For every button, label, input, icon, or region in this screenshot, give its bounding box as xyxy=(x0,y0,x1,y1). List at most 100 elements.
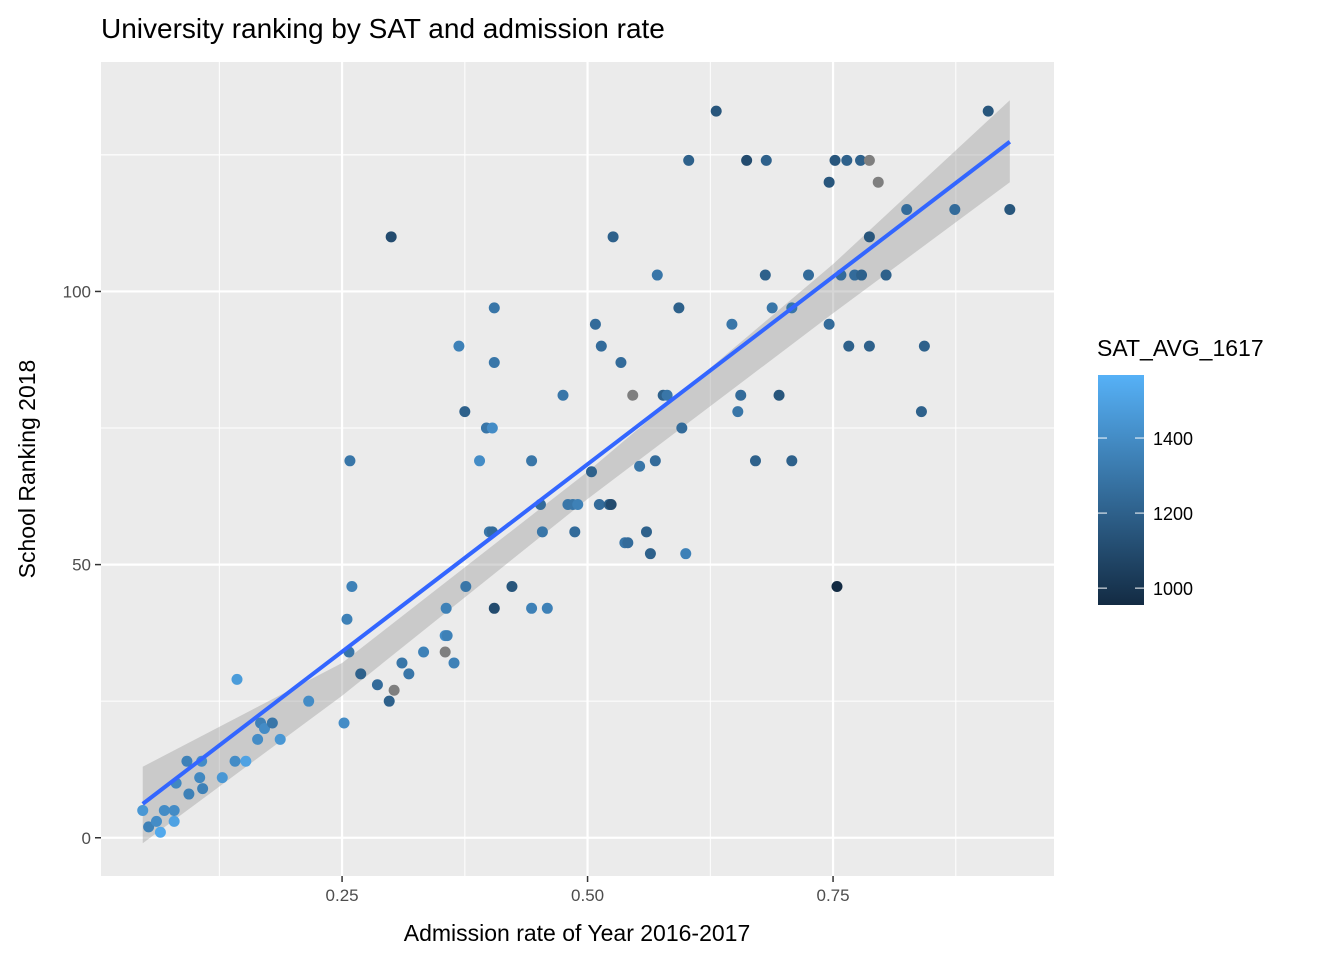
data-point xyxy=(766,302,778,314)
data-point xyxy=(459,406,471,418)
data-point xyxy=(829,154,841,166)
data-point xyxy=(627,389,639,401)
data-point xyxy=(183,788,195,800)
data-point xyxy=(651,269,663,281)
data-point xyxy=(683,154,695,166)
data-point xyxy=(856,269,868,281)
data-point xyxy=(385,231,397,243)
data-point xyxy=(640,526,652,538)
data-point xyxy=(526,455,538,467)
y-axis-label: School Ranking 2018 xyxy=(14,360,40,579)
legend-tick-label: 1200 xyxy=(1153,504,1193,524)
chart-title: University ranking by SAT and admission … xyxy=(101,13,665,44)
data-point xyxy=(593,499,605,511)
fit-line xyxy=(141,140,1012,806)
data-point xyxy=(855,154,867,166)
data-point xyxy=(680,548,692,560)
data-point xyxy=(216,772,228,784)
data-point xyxy=(274,733,286,745)
confidence-ribbon xyxy=(142,100,1010,844)
data-point xyxy=(901,204,913,216)
x-tick-label: 0.25 xyxy=(326,886,359,905)
x-axis-label: Admission rate of Year 2016-2017 xyxy=(404,920,751,946)
data-point xyxy=(168,804,180,816)
data-point xyxy=(622,537,634,549)
data-point xyxy=(1004,204,1016,216)
data-point xyxy=(486,422,498,434)
data-point xyxy=(831,580,843,592)
legend: SAT_AVG_1617 1000 1200 1400 xyxy=(1097,335,1264,605)
data-point xyxy=(863,154,875,166)
data-point xyxy=(634,460,646,472)
data-point xyxy=(589,318,601,330)
x-tick-label: 0.75 xyxy=(817,886,850,905)
data-point xyxy=(863,340,875,352)
data-point xyxy=(982,105,994,117)
data-point xyxy=(231,673,243,685)
legend-title: SAT_AVG_1617 xyxy=(1097,335,1264,361)
legend-tick-label: 1400 xyxy=(1153,429,1193,449)
data-point xyxy=(735,389,747,401)
data-point xyxy=(137,804,149,816)
data-point xyxy=(732,406,744,418)
data-point xyxy=(506,580,518,592)
data-point xyxy=(371,679,383,691)
data-point xyxy=(197,783,209,795)
data-point xyxy=(661,389,673,401)
data-point xyxy=(488,356,500,368)
confidence-band xyxy=(142,100,1010,844)
data-point xyxy=(396,657,408,669)
data-point xyxy=(605,499,617,511)
data-point xyxy=(346,580,358,592)
data-point xyxy=(615,356,627,368)
y-tick-label: 50 xyxy=(72,556,91,575)
data-point xyxy=(403,668,415,680)
data-point xyxy=(773,389,785,401)
data-point xyxy=(569,526,581,538)
data-point xyxy=(741,154,753,166)
data-point xyxy=(726,318,738,330)
data-point xyxy=(823,318,835,330)
data-point xyxy=(440,602,452,614)
data-point xyxy=(872,176,884,188)
data-point xyxy=(154,826,166,838)
data-point xyxy=(158,804,170,816)
data-point xyxy=(918,340,930,352)
x-axis-ticks: 0.25 0.50 0.75 xyxy=(326,876,850,905)
data-point xyxy=(383,695,395,707)
data-point xyxy=(803,269,815,281)
data-point xyxy=(710,105,722,117)
data-point xyxy=(488,302,500,314)
data-point xyxy=(841,154,853,166)
data-point xyxy=(949,204,961,216)
x-tick-label: 0.50 xyxy=(571,886,604,905)
data-point xyxy=(676,422,688,434)
data-point xyxy=(915,406,927,418)
data-point xyxy=(760,154,772,166)
data-point xyxy=(649,455,661,467)
data-point xyxy=(338,717,350,729)
legend-colorbar xyxy=(1098,375,1144,605)
legend-tick-label: 1000 xyxy=(1153,579,1193,599)
data-point xyxy=(880,269,892,281)
data-point xyxy=(344,455,356,467)
data-point xyxy=(143,821,155,833)
data-points xyxy=(137,105,1016,838)
data-point xyxy=(448,657,460,669)
data-point xyxy=(266,717,278,729)
data-point xyxy=(303,695,315,707)
data-point xyxy=(341,613,353,625)
regression-line xyxy=(141,140,1012,806)
data-point xyxy=(439,646,451,658)
data-point xyxy=(460,580,472,592)
data-point xyxy=(673,302,685,314)
data-point xyxy=(595,340,607,352)
data-point xyxy=(541,602,553,614)
data-point xyxy=(168,815,180,827)
data-point xyxy=(258,722,270,734)
data-point xyxy=(150,815,162,827)
y-tick-label: 100 xyxy=(63,282,91,301)
data-point xyxy=(749,455,761,467)
data-point xyxy=(526,602,538,614)
